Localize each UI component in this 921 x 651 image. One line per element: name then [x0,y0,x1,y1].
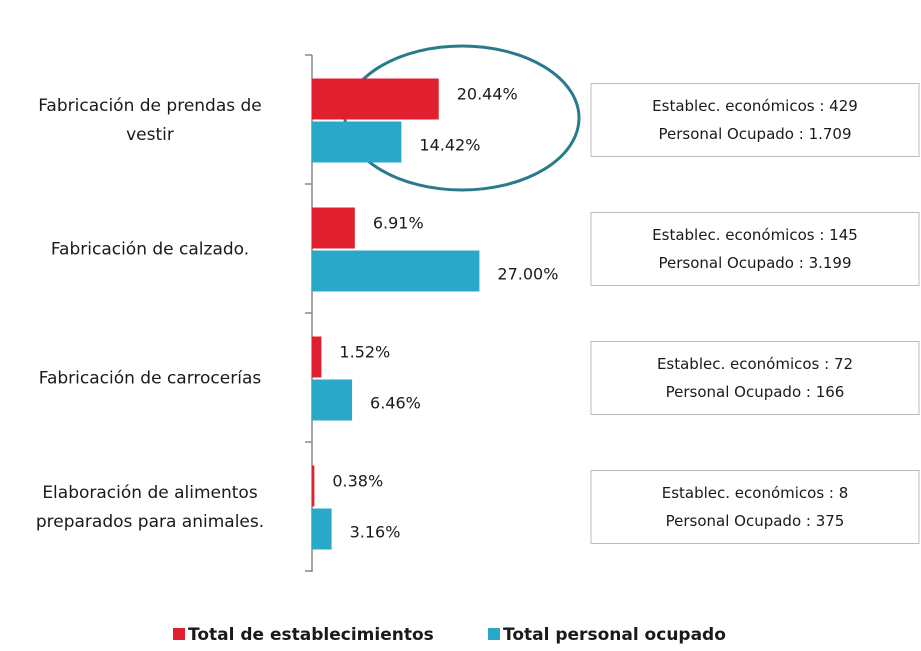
bar [312,78,439,120]
category-label: Fabricación de prendas de [38,96,262,116]
info-box-text: Personal Ocupado : 3.199 [658,254,851,272]
category-label: Fabricación de calzado. [51,240,249,260]
info-box-text: Personal Ocupado : 1.709 [658,125,851,143]
info-box-frame [590,83,920,157]
value-label: 3.16% [350,523,401,542]
legend-label: Total personal ocupado [503,625,726,645]
info-box-text: Establec. económicos : 8 [662,484,849,502]
bar [312,508,332,550]
value-label: 20.44% [457,85,518,104]
category-label: vestir [126,125,174,145]
info-box-frame [590,470,920,544]
value-label: 6.46% [370,394,421,413]
bar [312,465,315,507]
info-box-frame [590,341,920,415]
info-box-frame [590,212,920,286]
info-box: Establec. económicos : 72 Personal Ocupad… [590,341,920,415]
legend-label: Total de establecimientos [188,625,434,645]
info-box-text: Personal Ocupado : 166 [666,383,845,401]
category-label: Elaboración de alimentos [42,483,258,503]
bar [312,121,402,163]
bar [312,336,322,378]
bar [312,379,353,421]
legend-swatch [488,628,500,640]
info-box-text: Establec. económicos : 72 [657,355,853,373]
category-label: preparados para animales. [36,512,264,532]
info-box-text: Personal Ocupado : 375 [666,512,845,530]
info-box: Establec. económicos : 429 Personal Ocupa… [590,83,920,157]
value-label: 27.00% [497,265,558,284]
value-label: 6.91% [373,214,424,233]
info-box-text: Establec. económicos : 429 [652,97,858,115]
bar [312,250,480,292]
category-label: Fabricación de carrocerías [39,369,262,389]
legend-swatch [173,628,185,640]
value-label: 14.42% [419,136,480,155]
info-box: Establec. económicos : 145 Personal Ocupa… [590,212,920,286]
value-label: 1.52% [339,343,390,362]
info-box-text: Establec. económicos : 145 [652,226,858,244]
value-label: 0.38% [332,472,383,491]
info-box: Establec. económicos : 8 Personal Ocupado… [590,470,920,544]
bar [312,207,355,249]
